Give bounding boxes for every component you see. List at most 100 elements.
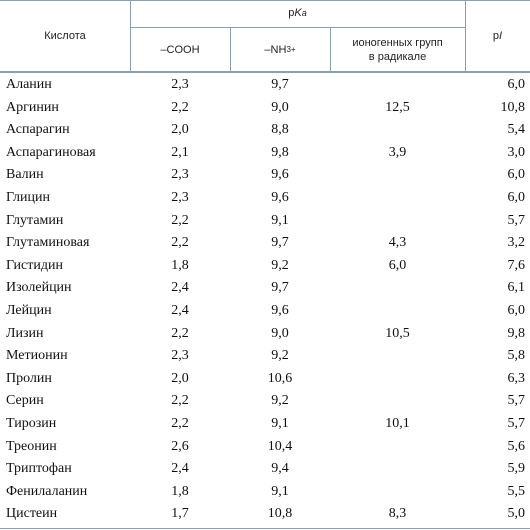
acid-name: Изолейцин	[6, 280, 72, 296]
pka-nh3: 9,1	[271, 483, 289, 499]
pka-p: p	[288, 7, 295, 19]
pka-nh3: 8,8	[271, 122, 289, 138]
acid-name: Цистеин	[6, 506, 58, 522]
pka-cooh: 2,1	[171, 144, 189, 160]
acid-name: Глутаминовая	[6, 235, 90, 251]
acid-name: Лейцин	[6, 303, 52, 318]
pka-nh3: 9,7	[271, 77, 289, 92]
pka-cooh: 2,3	[171, 348, 189, 364]
pka-cooh: 2,3	[171, 190, 189, 205]
header-acid: Кислота	[44, 30, 86, 42]
pi-i: I	[499, 30, 503, 42]
pi-value: 3,0	[507, 144, 526, 160]
acid-name: Метионин	[6, 348, 68, 364]
pi-p: p	[492, 30, 500, 42]
pka-nh3: 10,8	[267, 506, 293, 522]
rule	[0, 0, 530, 1]
pka-cooh: 2,0	[171, 122, 189, 138]
header-nh3: –NH 3 +	[230, 28, 330, 72]
acid-name: Аланин	[6, 77, 52, 92]
pka-radical: 10,5	[385, 325, 410, 341]
acid-name: Серин	[6, 393, 44, 409]
pka-nh3: 9,8	[271, 144, 289, 160]
pka-radical: 3,9	[388, 144, 407, 160]
pka-cooh: 2,0	[171, 370, 189, 386]
pka-cooh: 2,2	[171, 325, 189, 341]
rule	[230, 28, 231, 72]
pka-nh3: 9,6	[271, 167, 289, 183]
pka-radical: 4,3	[388, 235, 407, 251]
nh3-sub: 3	[286, 45, 291, 54]
pka-cooh: 2,2	[171, 393, 189, 409]
acid-name: Треонин	[6, 438, 57, 454]
pka-radical: 8,3	[388, 506, 407, 522]
pka-cooh: 2,6	[171, 438, 189, 454]
pi-value: 6,3	[507, 370, 526, 386]
acid-name: Глицин	[6, 190, 50, 205]
pi-value: 6,0	[507, 190, 526, 205]
pka-nh3: 9,0	[271, 99, 289, 115]
acid-name: Валин	[6, 167, 44, 183]
pka-radical: 12,5	[385, 99, 410, 115]
pka-a: a	[301, 8, 307, 18]
acid-name: Аспарагиновая	[6, 144, 96, 160]
pka-nh3: 9,1	[271, 416, 289, 431]
pka-nh3: 9,7	[271, 235, 289, 251]
acid-name: Аспарагин	[6, 122, 70, 138]
acid-name: Глутамин	[6, 212, 64, 228]
rule	[330, 28, 331, 72]
pi-value: 5,6	[507, 438, 526, 454]
acid-name: Фенилаланин	[6, 483, 88, 499]
pka-cooh: 2,3	[171, 77, 189, 92]
pka-cooh: 2,4	[171, 461, 189, 477]
nh3-sup: +	[290, 45, 296, 54]
pka-cooh: 2,4	[171, 303, 189, 318]
pka-cooh: 2,2	[171, 235, 189, 251]
pi-value: 6,0	[507, 303, 526, 318]
pi-value: 10,8	[500, 99, 526, 115]
acid-name: Триптофан	[6, 461, 72, 477]
pka-nh3: 9,2	[271, 348, 289, 364]
pi-value: 9,8	[507, 325, 526, 341]
pka-cooh: 1,8	[171, 483, 189, 499]
pi-value: 5,9	[507, 461, 526, 477]
pi-value: 6,1	[507, 280, 526, 296]
acid-name: Пролин	[6, 370, 52, 386]
rule	[0, 528, 530, 529]
pka-nh3: 9,7	[271, 280, 289, 296]
rule	[130, 27, 465, 28]
acid-name: Лизин	[6, 325, 44, 341]
pi-value: 5,7	[507, 212, 526, 228]
pka-cooh: 2,2	[171, 99, 189, 115]
pi-value: 5,8	[507, 348, 526, 364]
pka-cooh: 2,2	[171, 416, 189, 431]
rule	[0, 71, 530, 73]
pi-value: 5,4	[507, 122, 526, 138]
pka-nh3: 10,4	[267, 438, 293, 454]
pka-cooh: 2,2	[171, 212, 189, 228]
pka-nh3: 9,0	[271, 325, 289, 341]
rule	[465, 0, 466, 72]
rule	[130, 0, 131, 72]
pka-nh3: 9,6	[271, 190, 289, 205]
header-radical: ионогенных групп в радикале	[352, 37, 443, 63]
pi-value: 6,0	[507, 167, 526, 183]
pka-cooh: 1,8	[171, 257, 189, 273]
pka-cooh: 2,3	[171, 167, 189, 183]
pka-nh3: 9,2	[271, 393, 289, 409]
pi-value: 5,7	[507, 416, 526, 431]
pi-value: 5,5	[507, 483, 526, 499]
pi-value: 6,0	[507, 77, 526, 92]
nh3-base: –NH	[264, 44, 287, 56]
pi-value: 7,6	[507, 257, 526, 273]
acid-name: Тирозин	[6, 416, 57, 431]
pka-cooh: 2,4	[171, 280, 189, 296]
pi-value: 5,7	[507, 393, 526, 409]
pka-k: K	[294, 7, 302, 19]
pi-value: 3,2	[507, 235, 526, 251]
pka-nh3: 9,6	[271, 303, 289, 318]
pka-nh3: 9,2	[271, 257, 289, 273]
